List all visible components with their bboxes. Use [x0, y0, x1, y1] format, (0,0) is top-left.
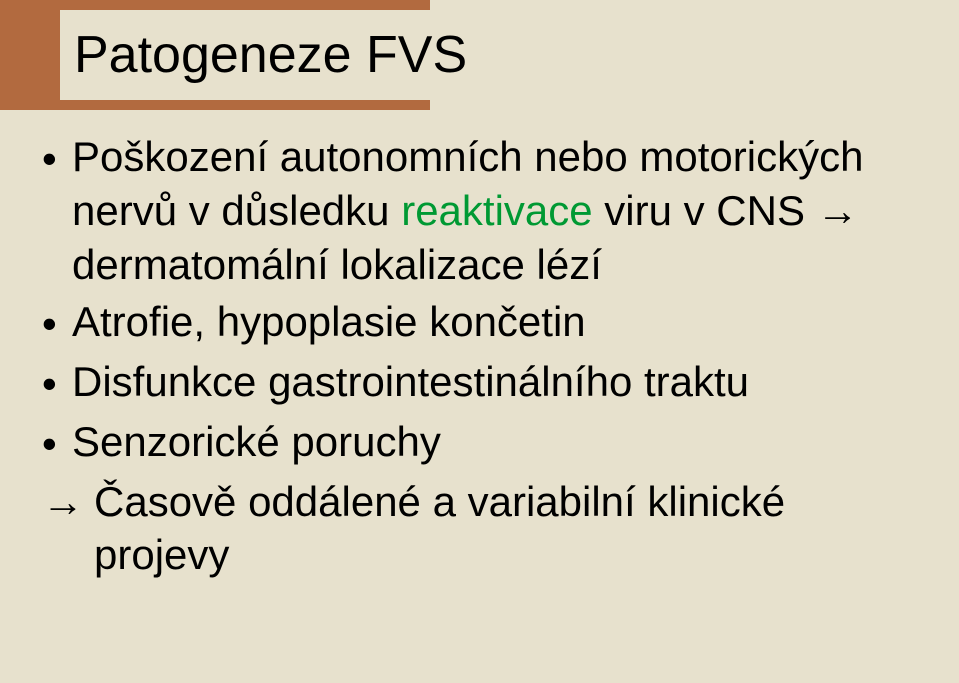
slide-body: • Poškození autonomních nebo motorických…	[42, 130, 917, 582]
arrow-icon: →	[42, 475, 94, 529]
bullet-item: • Senzorické poruchy	[42, 415, 917, 471]
bullet-item: • Disfunkce gastrointestinálního traktu	[42, 355, 917, 411]
bullet-item: • Poškození autonomních nebo motorických…	[42, 130, 917, 291]
bullet-marker: •	[42, 295, 72, 351]
conclusion-text: Časově oddálené a variabilní klinické pr…	[94, 475, 917, 583]
bullet-marker: •	[42, 130, 72, 186]
conclusion-line: → Časově oddálené a variabilní klinické …	[42, 475, 917, 583]
bullet-text-highlight: reaktivace	[401, 187, 592, 234]
title-box: Patogeneze FVS	[60, 10, 920, 100]
bullet-text: Senzorické poruchy	[72, 415, 917, 469]
slide-root: Patogeneze FVS • Poškození autonomních n…	[0, 0, 959, 683]
bullet-marker: •	[42, 415, 72, 471]
bullet-marker: •	[42, 355, 72, 411]
bullet-text: Atrofie, hypoplasie končetin	[72, 295, 917, 349]
bullet-text: Disfunkce gastrointestinálního traktu	[72, 355, 917, 409]
bullet-item: • Atrofie, hypoplasie končetin	[42, 295, 917, 351]
slide-title: Patogeneze FVS	[74, 25, 467, 85]
bullet-text: Poškození autonomních nebo motorických n…	[72, 130, 917, 291]
